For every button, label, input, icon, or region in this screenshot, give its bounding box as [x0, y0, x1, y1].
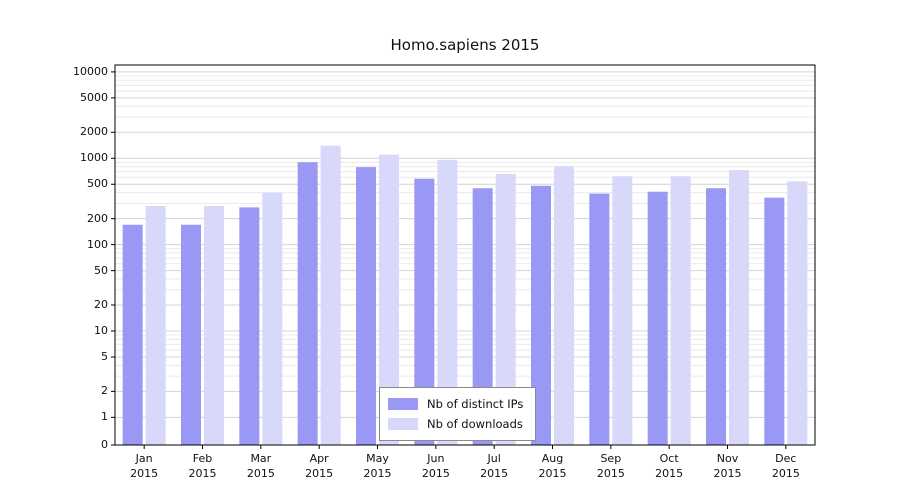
x-tick-label-year: 2015 — [188, 467, 217, 480]
legend-item-distinct-ips: Nb of distinct IPs — [388, 394, 523, 414]
x-tick-label: Mar 2015 — [232, 451, 290, 481]
bar-downloads — [787, 181, 808, 446]
x-tick-label: Jul 2015 — [465, 451, 523, 481]
x-tick-label-year: 2015 — [421, 467, 450, 480]
bar-distinct-ips — [181, 224, 201, 445]
y-tick-label: 10 — [94, 324, 108, 337]
bar-downloads — [379, 154, 399, 445]
x-tick-label-year: 2015 — [713, 467, 742, 480]
x-tick-label: Sep 2015 — [582, 451, 640, 481]
x-tick-label: Aug 2015 — [524, 451, 582, 481]
bar-downloads — [729, 170, 749, 445]
legend-label-distinct-ips: Nb of distinct IPs — [427, 397, 524, 411]
bar-distinct-ips — [472, 188, 493, 446]
y-tick-label: 2000 — [80, 125, 108, 139]
bar-distinct-ips — [122, 224, 143, 445]
x-tick-label-year: 2015 — [655, 467, 684, 480]
bar-distinct-ips — [356, 167, 376, 446]
y-tick-label: 0 — [101, 438, 108, 451]
bar-distinct-ips — [531, 185, 551, 446]
bar-downloads — [204, 206, 224, 445]
x-tick-label: Oct 2015 — [640, 451, 698, 481]
bar-downloads — [612, 176, 633, 446]
bar-distinct-ips — [239, 207, 260, 445]
y-tick-label: 200 — [87, 211, 108, 225]
legend-swatch-downloads — [388, 418, 418, 430]
y-tick-label: 5000 — [80, 90, 108, 104]
x-tick-label: Jan 2015 — [115, 451, 173, 481]
bar-downloads — [554, 166, 574, 445]
x-tick-label: Feb 2015 — [174, 451, 232, 481]
x-tick-label: Dec 2015 — [757, 451, 815, 481]
x-tick-label: Nov 2015 — [699, 451, 757, 481]
bar-downloads — [437, 159, 458, 446]
y-tick-label: 20 — [94, 298, 108, 311]
plot-border — [114, 64, 816, 446]
y-tick-label: 1000 — [80, 151, 108, 165]
y-tick-label: 100 — [87, 237, 108, 251]
bar-downloads — [670, 176, 691, 446]
y-tick-label: 1 — [101, 410, 108, 424]
y-tick-label: 50 — [94, 263, 108, 277]
legend: Nb of distinct IPs Nb of downloads — [379, 387, 537, 441]
bar-distinct-ips — [414, 178, 435, 445]
legend-label-downloads: Nb of downloads — [427, 417, 523, 431]
x-tick-label-year: 2015 — [246, 467, 275, 480]
x-tick-label-year: 2015 — [771, 467, 800, 480]
plot-background — [115, 65, 815, 445]
x-tick-label: Jun 2015 — [407, 451, 465, 481]
bar-downloads — [495, 173, 516, 445]
x-tick-label-year: 2015 — [363, 467, 392, 480]
bar-distinct-ips — [706, 188, 726, 446]
bar-distinct-ips — [647, 191, 668, 445]
bar-downloads — [145, 206, 166, 445]
legend-swatch-distinct-ips — [388, 398, 418, 410]
y-tick-label: 10000 — [73, 64, 108, 78]
chart-title: Homo.sapiens 2015 — [390, 36, 540, 54]
bar-downloads — [262, 192, 283, 445]
x-tick-label: Apr 2015 — [290, 451, 348, 481]
bar-distinct-ips — [297, 162, 318, 445]
x-tick-label-year: 2015 — [596, 467, 625, 480]
bar-downloads — [320, 145, 341, 445]
x-tick-label: May 2015 — [349, 451, 407, 481]
y-tick-label: 500 — [87, 177, 108, 191]
legend-item-downloads: Nb of downloads — [388, 414, 523, 434]
x-tick-label-year: 2015 — [538, 467, 567, 480]
bar-distinct-ips — [764, 197, 785, 445]
y-tick-label: 5 — [101, 349, 108, 363]
x-tick-label-year: 2015 — [305, 467, 334, 480]
x-tick-label-year: 2015 — [480, 467, 509, 480]
x-tick-label-year: 2015 — [130, 467, 159, 480]
bar-distinct-ips — [589, 193, 610, 445]
y-tick-label: 2 — [101, 384, 108, 398]
